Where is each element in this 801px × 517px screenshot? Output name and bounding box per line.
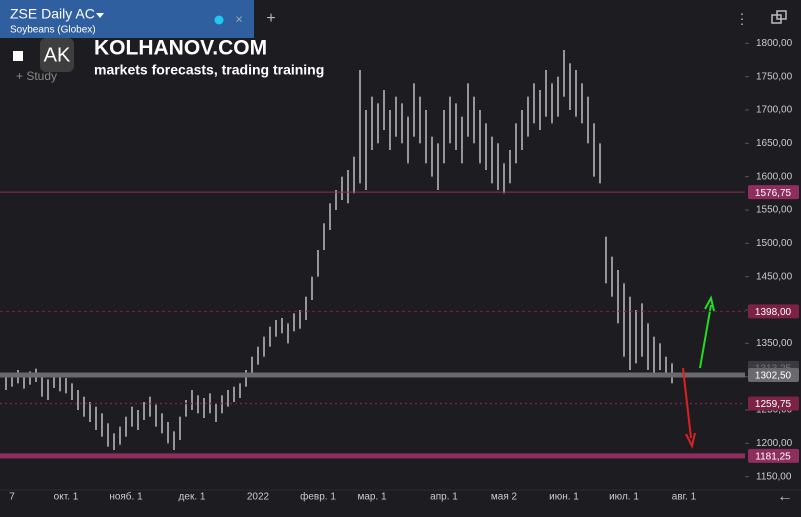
up-arrow — [699, 295, 715, 369]
watermark-tagline: markets forecasts, trading training — [94, 62, 324, 78]
symbol: ZSE Daily AC — [10, 6, 95, 22]
y-tick-label: 1450,00 — [756, 271, 793, 282]
y-tick-label: 1650,00 — [756, 138, 793, 149]
level-label: 1576,75 — [755, 188, 792, 199]
y-tick-label: 1750,00 — [756, 71, 793, 82]
y-tick-label: 1150,00 — [756, 471, 792, 482]
logo-box — [40, 38, 74, 72]
x-tick-label: февр. 1 — [300, 491, 336, 503]
level-label: 1259,75 — [755, 399, 792, 410]
level-label-box — [748, 368, 799, 382]
x-tick-label: июн. 1 — [549, 492, 579, 503]
y-tick-label: 1600,00 — [756, 171, 793, 182]
x-tick-label: июл. 1 — [609, 492, 639, 503]
instrument: Soybeans (Globex) — [10, 25, 96, 36]
x-tick-label: 2022 — [247, 492, 270, 503]
x-tick-label: дек. 1 — [179, 492, 206, 503]
dropdown-icon[interactable] — [96, 13, 104, 18]
x-tick-label: нояб. 1 — [109, 491, 143, 503]
add-tab[interactable]: + — [266, 10, 275, 27]
menu[interactable]: ⋮ — [735, 11, 749, 27]
y-tick-label: 1500,00 — [756, 238, 793, 249]
level-label: 1181,25 — [755, 451, 791, 462]
scroll-back[interactable]: ← — [777, 488, 793, 505]
y-tick-label: 1800,00 — [756, 38, 793, 49]
level-label-box — [748, 448, 799, 463]
y-tick-label: 1700,00 — [756, 105, 793, 116]
watermark-site: KOLHANOV.COM — [94, 37, 267, 60]
x-tick-label: окт. 1 — [54, 492, 79, 503]
symbol-tab[interactable] — [0, 0, 254, 38]
x-tick-label: авг. 1 — [672, 492, 697, 503]
x-tick-label: мая 2 — [491, 492, 518, 503]
y-tick-label: 1550,00 — [756, 205, 793, 216]
y-tick-label: 1350,00 — [756, 338, 793, 349]
close-tab[interactable]: × — [235, 11, 243, 26]
window-icon[interactable] — [776, 10, 787, 20]
status-dot — [214, 15, 224, 25]
x-tick-label: 7 — [9, 492, 15, 503]
level-label-box — [748, 396, 799, 411]
level-label-box — [748, 185, 799, 200]
x-tick-label: мар. 1 — [357, 492, 387, 503]
y-tick-label: 1200,00 — [756, 438, 793, 449]
checkbox[interactable] — [13, 51, 23, 61]
level-label: 1398,00 — [755, 307, 792, 318]
level-label-box — [748, 304, 799, 319]
x-tick-label: апр. 1 — [430, 492, 458, 503]
study-button[interactable]: + Study — [16, 69, 57, 83]
level-label: 1302,50 — [755, 371, 792, 382]
study-label: Study — [26, 69, 57, 83]
logo: AK — [44, 44, 71, 66]
